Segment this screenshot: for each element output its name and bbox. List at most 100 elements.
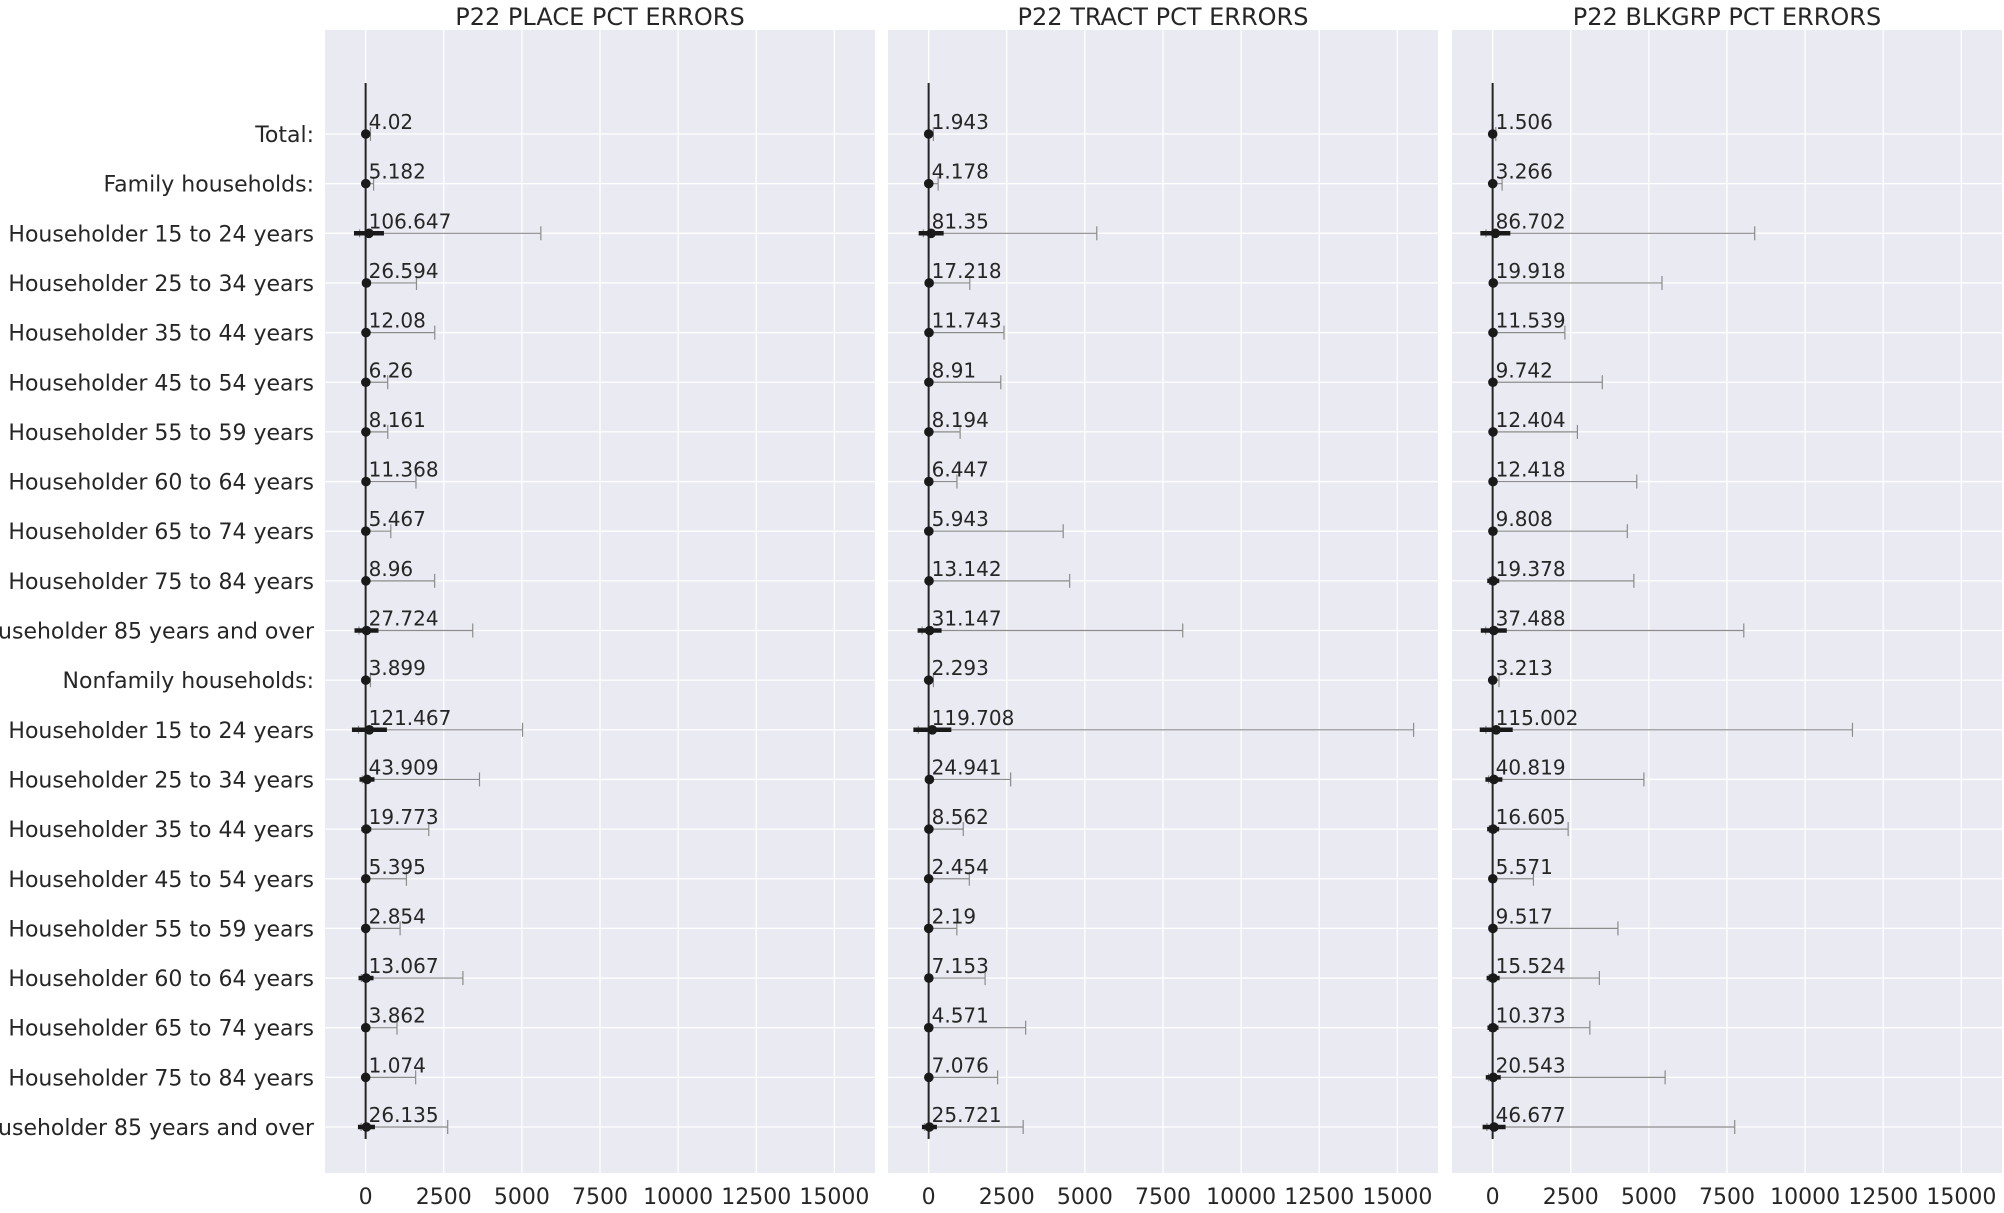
mean-point	[923, 178, 934, 189]
x-tick-label: 15000	[1926, 1185, 1996, 1209]
y-tick-label: Householder 75 to 84 years	[8, 570, 314, 595]
y-tick-label: Householder 15 to 24 years	[8, 222, 314, 247]
chart-title: P22 BLKGRP PCT ERRORS	[1573, 3, 1881, 31]
data-label: 8.562	[932, 805, 989, 829]
data-label: 5.943	[932, 507, 989, 531]
x-tick-label: 12500	[1284, 1185, 1354, 1209]
y-tick-label: Householder 85 years and over	[0, 620, 315, 645]
mean-point	[1488, 1022, 1498, 1033]
data-label: 7.076	[932, 1053, 989, 1077]
x-tick-label: 12500	[1848, 1185, 1918, 1209]
data-label: 37.488	[1496, 607, 1566, 631]
chart-panel-2: P22 TRACT PCT ERRORS 0 2500 5000 7500 10000 12…	[888, 3, 1438, 1210]
mean-point	[361, 476, 371, 487]
data-label: 121.467	[369, 706, 452, 730]
data-label: 19.378	[1496, 557, 1566, 581]
data-label: 4.571	[932, 1004, 989, 1028]
mean-point	[924, 476, 934, 487]
y-tick-label: Total:	[254, 123, 314, 148]
mean-point	[1488, 327, 1498, 338]
data-label: 16.605	[1496, 805, 1566, 829]
data-label: 8.96	[369, 557, 414, 581]
mean-point	[364, 228, 374, 239]
y-tick-label: Householder 25 to 34 years	[8, 272, 314, 297]
mean-point	[360, 129, 371, 139]
mean-point	[1488, 625, 1499, 636]
data-label: 115.002	[1496, 706, 1579, 730]
mean-point	[361, 377, 371, 388]
x-tick-label: 5000	[1057, 1185, 1113, 1209]
mean-point	[362, 774, 372, 785]
data-label: 46.677	[1496, 1103, 1566, 1127]
x-tick-label: 0	[1486, 1185, 1500, 1209]
mean-point	[360, 178, 371, 189]
mean-point	[361, 1122, 372, 1132]
y-tick-label: Householder 85 years and over	[0, 1116, 315, 1141]
mean-point	[361, 427, 371, 437]
mean-point	[1488, 576, 1499, 586]
mean-point	[927, 725, 938, 735]
mean-point	[361, 278, 372, 288]
x-tick-label: 2500	[1543, 1185, 1599, 1209]
y-tick-label: Householder 60 to 64 years	[8, 967, 314, 992]
y-tick-label: Householder 25 to 34 years	[8, 768, 314, 793]
data-label: 2.854	[369, 904, 426, 928]
data-label: 12.404	[1496, 408, 1566, 432]
data-label: 1.506	[1496, 110, 1553, 134]
y-tick-label: Family households:	[104, 173, 314, 198]
mean-point	[360, 526, 371, 536]
data-label: 4.02	[369, 110, 414, 134]
mean-point	[1487, 129, 1498, 139]
y-tick-label: Nonfamily households:	[63, 669, 314, 694]
data-label: 27.724	[369, 607, 439, 631]
x-tick-label: 10000	[1770, 1185, 1840, 1209]
x-tick-label: 15000	[1362, 1185, 1432, 1209]
mean-point	[361, 824, 372, 834]
data-label: 7.153	[932, 954, 989, 978]
data-label: 20.543	[1496, 1053, 1566, 1077]
data-label: 119.708	[932, 706, 1015, 730]
mean-point	[923, 923, 934, 934]
mean-point	[924, 526, 934, 536]
mean-point	[1488, 1072, 1499, 1083]
data-label: 9.742	[1496, 358, 1553, 382]
x-tick-label: 10000	[643, 1185, 713, 1209]
data-label: 40.819	[1496, 755, 1566, 779]
data-label: 8.91	[932, 358, 977, 382]
data-label: 86.702	[1496, 209, 1566, 233]
mean-point	[924, 327, 934, 338]
data-label: 4.178	[932, 160, 989, 184]
y-tick-label: Householder 75 to 84 years	[8, 1066, 314, 1091]
y-tick-label: Householder 35 to 44 years	[8, 322, 314, 347]
data-label: 17.218	[932, 259, 1002, 283]
mean-point	[1490, 228, 1501, 239]
data-label: 12.418	[1496, 458, 1566, 482]
chart-title: P22 PLACE PCT ERRORS	[455, 3, 744, 31]
x-tick-label: 0	[922, 1185, 936, 1209]
mean-point	[924, 824, 934, 834]
data-label: 5.467	[369, 507, 426, 531]
y-tick-label: Householder 55 to 59 years	[8, 917, 314, 942]
x-tick-label: 7500	[1699, 1185, 1755, 1209]
data-label: 11.743	[932, 309, 1002, 333]
data-label: 11.368	[369, 458, 439, 482]
data-label: 19.918	[1496, 259, 1566, 283]
chart-panel-1: P22 PLACE PCT ERRORS 0 2500 5000 7500 10000 12…	[0, 3, 875, 1210]
data-label: 6.447	[932, 458, 989, 482]
mean-point	[1488, 377, 1498, 388]
mean-point	[924, 625, 935, 636]
mean-point	[1488, 526, 1498, 536]
mean-point	[923, 675, 934, 685]
mean-point	[361, 327, 371, 338]
mean-point	[924, 377, 934, 388]
data-label: 9.808	[1496, 507, 1553, 531]
mean-point	[1488, 278, 1499, 288]
x-tick-label: 2500	[416, 1185, 472, 1209]
mean-point	[1489, 1122, 1499, 1132]
mean-point	[1487, 873, 1498, 884]
mean-point	[1487, 178, 1498, 189]
data-label: 26.594	[369, 259, 439, 283]
data-label: 2.454	[932, 855, 989, 879]
mean-point	[361, 973, 371, 983]
